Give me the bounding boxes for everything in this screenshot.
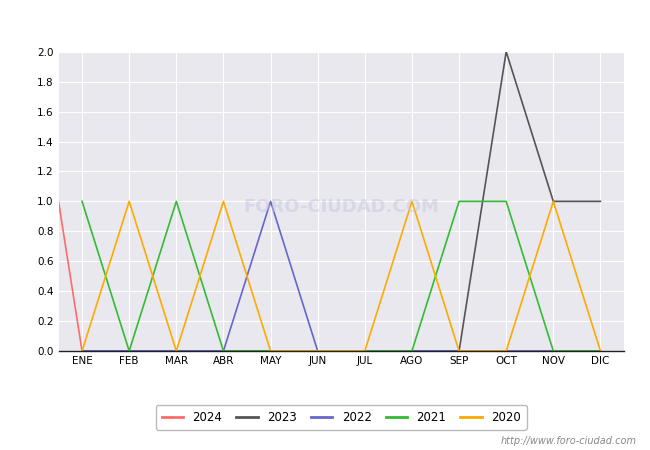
Text: Matriculaciones de Vehiculos en Villanueva de la Sierra: Matriculaciones de Vehiculos en Villanue… — [123, 16, 527, 31]
Text: FORO-CIUDAD.COM: FORO-CIUDAD.COM — [243, 198, 439, 216]
Legend: 2024, 2023, 2022, 2021, 2020: 2024, 2023, 2022, 2021, 2020 — [156, 405, 526, 430]
Text: http://www.foro-ciudad.com: http://www.foro-ciudad.com — [501, 436, 637, 446]
